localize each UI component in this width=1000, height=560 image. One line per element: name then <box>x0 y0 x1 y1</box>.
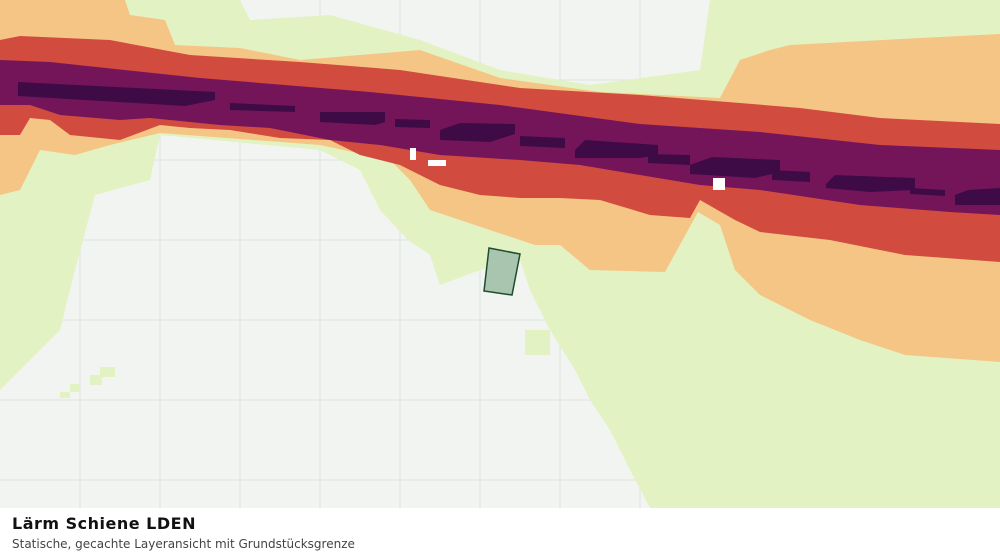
layer-subtitle: Statische, gecachte Layeransicht mit Gru… <box>12 537 355 551</box>
layer-title: Lärm Schiene LDEN <box>12 514 196 533</box>
caption-bar: Lärm Schiene LDEN Statische, gecachte La… <box>0 508 1000 560</box>
noise-zone-extreme <box>18 82 1000 205</box>
parcel-boundary[interactable] <box>483 247 521 296</box>
no-data <box>410 148 725 190</box>
